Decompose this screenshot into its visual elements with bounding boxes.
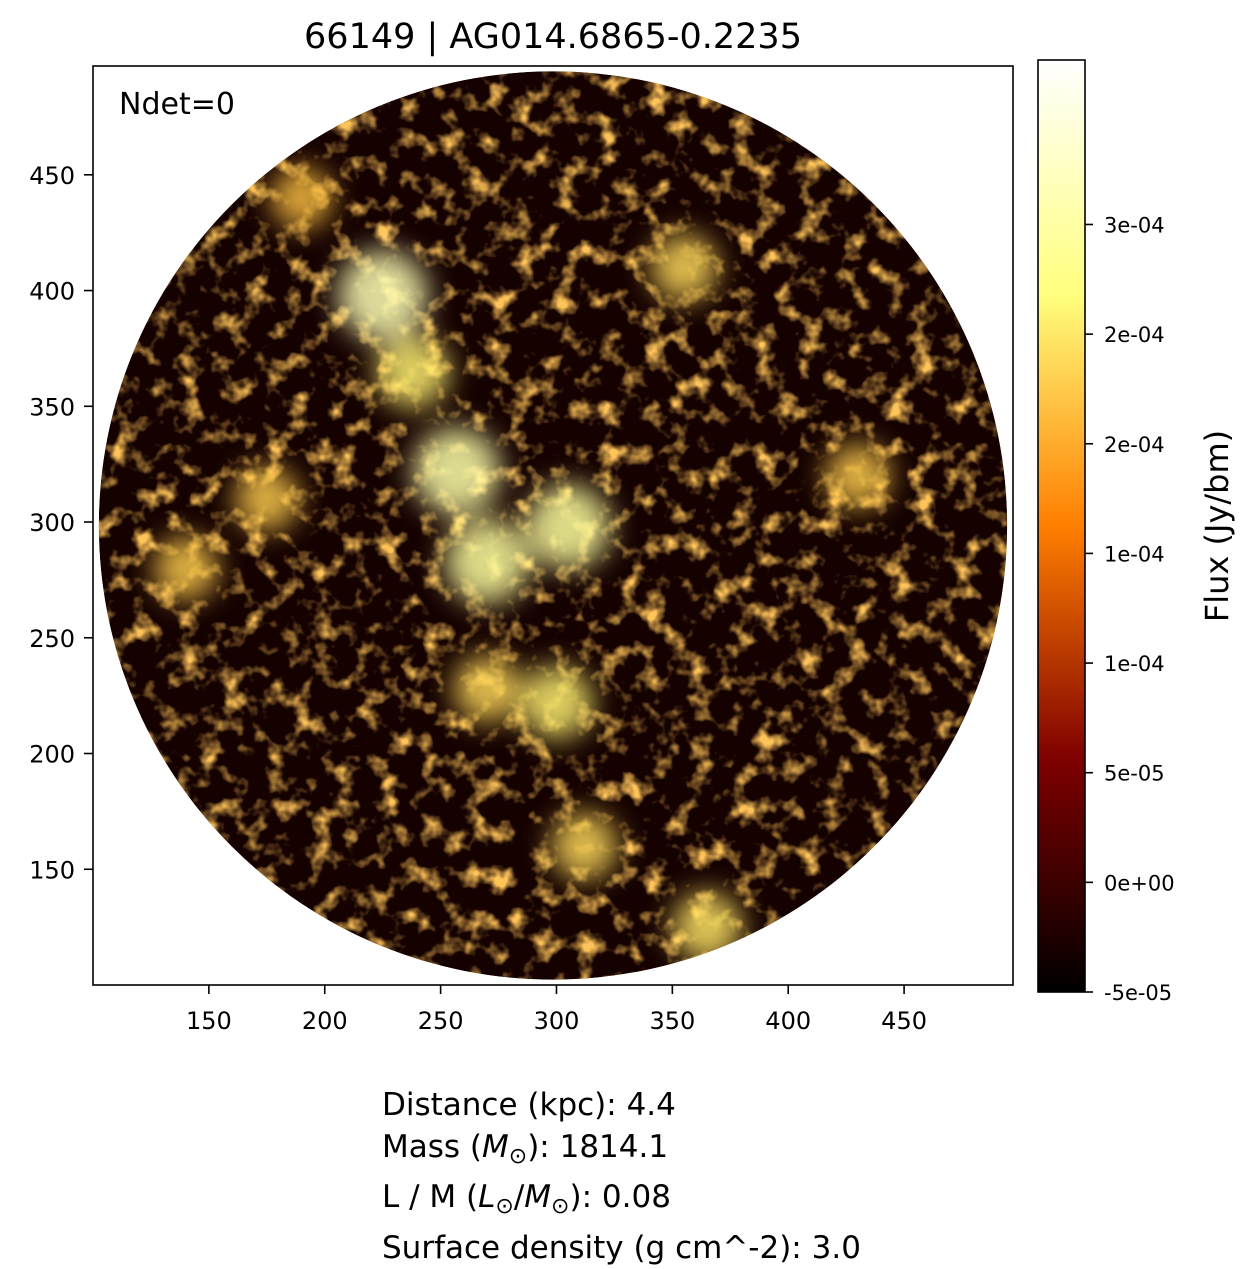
colorbar-tick-label-4: 1e-04 [1104,542,1165,566]
lm-separator: / [514,1179,524,1215]
colorbar-tick-label-6: 2e-04 [1104,323,1165,347]
bright-region-12 [826,444,889,507]
lm-m-subscript: ⊙ [551,1194,569,1219]
y-tick-label-2: 250 [29,625,75,653]
distance-prefix: Distance (kpc): [382,1087,627,1123]
colorbar-tick-label-5: 2e-04 [1104,433,1165,457]
x-tick-label-1: 200 [302,1007,348,1035]
y-tick-label-4: 350 [29,393,75,421]
info-block: Distance (kpc): 4.4 Mass (M⊙): 1814.1 L … [382,1085,861,1269]
mass-symbol: M [482,1129,509,1165]
x-tick-label-5: 400 [765,1007,811,1035]
x-tick-label-0: 150 [186,1007,232,1035]
y-tick-label-5: 400 [29,278,75,306]
colorbar-tick-label-2: 5e-05 [1104,762,1165,786]
bright-region-11 [154,537,217,600]
distance-value: 4.4 [627,1087,676,1123]
bright-region-4 [377,336,449,408]
mass-line: Mass (M⊙): 1814.1 [382,1127,861,1178]
mass-suffix: ): [527,1129,559,1165]
mass-value: 1814.1 [560,1129,668,1165]
bright-region-9 [651,234,717,300]
x-axis: 150 200 250 300 350 400 450 [186,985,927,1035]
x-tick-label-6: 450 [881,1007,927,1035]
y-tick-label-1: 200 [29,741,75,769]
surface-density-value: 3.0 [812,1230,861,1266]
ndet-annotation: Ndet=0 [119,87,235,122]
surface-density-prefix: Surface density (g cm^-2): [382,1230,812,1266]
colorbar-tick-label-1: 0e+00 [1104,871,1175,895]
bright-region-3 [338,250,428,340]
lm-prefix: L / M ( [382,1179,478,1215]
distance-line: Distance (kpc): 4.4 [382,1085,861,1127]
bright-region-1 [526,485,610,569]
colorbar-tick-label-3: 1e-04 [1104,652,1165,676]
y-tick-label-0: 150 [29,856,75,884]
bright-region-13 [272,168,332,228]
x-tick-label-3: 300 [534,1007,580,1035]
lm-l-symbol: L [478,1179,495,1215]
lm-l-subscript: ⊙ [495,1194,513,1219]
x-tick-label-2: 250 [418,1007,464,1035]
bright-region-5 [520,667,592,739]
colorbar-tick-label-7: 3e-04 [1104,213,1165,237]
mass-subscript: ⊙ [509,1144,527,1169]
y-axis: 150 200 250 300 350 400 450 [29,162,93,884]
bright-region-6 [454,656,520,722]
flux-map [99,71,1007,979]
colorbar-label: Flux (Jy/bm) [1198,430,1236,622]
lm-m-symbol: M [524,1179,551,1215]
lm-suffix: ): [569,1179,601,1215]
lm-value: 0.08 [602,1179,671,1215]
bright-region-7 [551,813,617,879]
bright-region-10 [235,467,298,530]
surface-density-line: Surface density (g cm^-2): 3.0 [382,1228,861,1269]
chart-title: 66149 | AG014.6865-0.2235 [304,17,802,57]
bright-region-0 [413,428,500,515]
bright-region-2 [445,519,529,603]
colorbar-ticks: -5e-05 0e+00 5e-05 1e-04 1e-04 2e-04 2e-04 3e-0… [1085,213,1175,1005]
bright-region-8 [673,893,742,962]
x-tick-label-4: 350 [649,1007,695,1035]
y-tick-label-3: 300 [29,509,75,537]
colorbar-gradient [1038,60,1085,992]
mass-prefix: Mass ( [382,1129,482,1165]
y-tick-label-6: 450 [29,162,75,190]
lm-line: L / M (L⊙/M⊙): 0.08 [382,1177,861,1228]
colorbar: -5e-05 0e+00 5e-05 1e-04 1e-04 2e-04 2e-04 3e-0… [1038,60,1236,1005]
colorbar-tick-label-0: -5e-05 [1104,981,1172,1005]
